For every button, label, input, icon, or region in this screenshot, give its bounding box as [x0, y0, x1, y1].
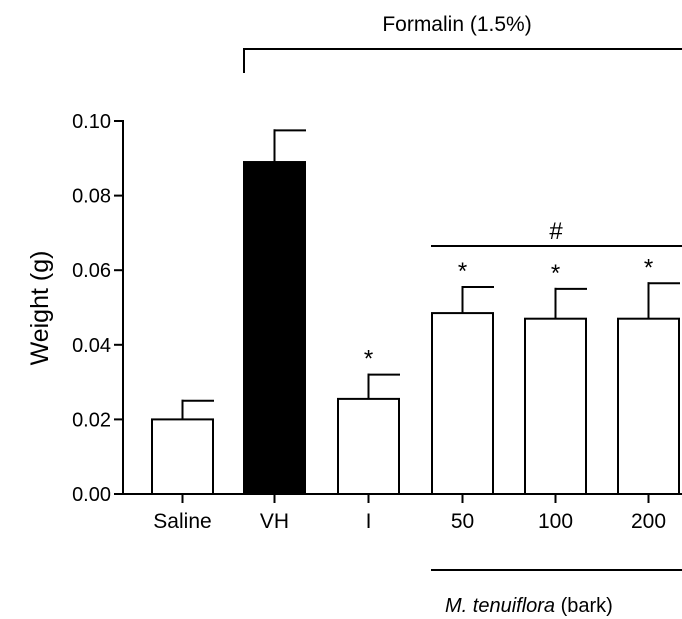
bar: [524, 317, 587, 495]
hash-label: #: [549, 218, 563, 245]
formalin-label: Formalin (1.5%): [382, 13, 531, 36]
significance-marker: *: [364, 346, 373, 373]
x-tick-label: VH: [260, 510, 289, 533]
x-tick-label: 200: [631, 510, 666, 533]
x-tick-label: Saline: [153, 510, 211, 533]
significance-marker: *: [458, 258, 467, 285]
annotations: * * * *: [243, 48, 682, 571]
bar: [243, 161, 306, 495]
bar: [151, 418, 214, 495]
species-label: M. tenuiflora (bark): [445, 595, 613, 617]
x-tick-label: I: [366, 510, 372, 533]
bar: [337, 397, 400, 496]
significance-marker: *: [551, 260, 560, 287]
species-name: M. tenuiflora: [445, 595, 555, 617]
y-tick-label: 0.08: [72, 186, 111, 208]
y-tick-label: 0.06: [72, 260, 111, 282]
axes: 0.00 0.02 0.04 0.06 0.08 0.10 Saline VH I 50 100 20…: [72, 111, 682, 533]
y-tick-label: 0.02: [72, 409, 111, 431]
y-tick-label: 0.10: [72, 111, 111, 133]
x-tick-label: 100: [538, 510, 573, 533]
bar: [617, 317, 680, 495]
bars: [151, 129, 680, 496]
species-part: (bark): [555, 595, 613, 617]
x-tick-label: 50: [451, 510, 474, 533]
y-tick-label: 0.04: [72, 335, 111, 357]
significance-marker: *: [644, 254, 653, 281]
bar: [431, 312, 494, 495]
y-axis-title: Weight (g): [26, 251, 54, 366]
y-tick-label: 0.00: [72, 484, 111, 506]
